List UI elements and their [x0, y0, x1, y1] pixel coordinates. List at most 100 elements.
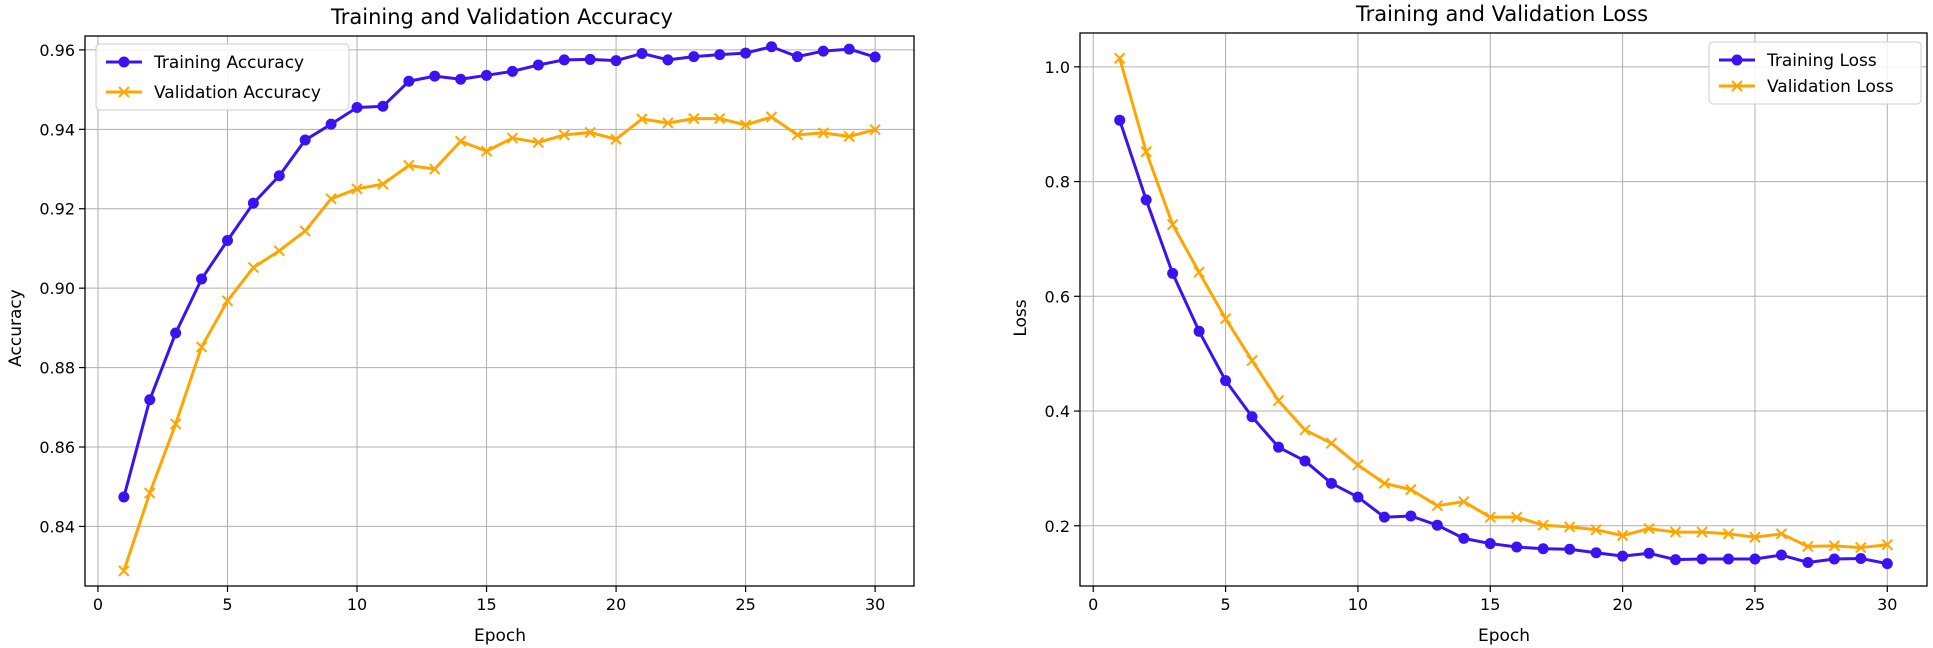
data-point	[688, 51, 700, 63]
data-point	[1378, 511, 1390, 523]
series-validation-loss	[1113, 52, 1894, 554]
data-point	[1299, 424, 1311, 436]
data-point	[584, 53, 596, 65]
y-tick-label: 0.8	[1045, 173, 1070, 192]
data-point	[791, 129, 804, 141]
data-point	[377, 100, 389, 112]
data-point	[1431, 499, 1444, 512]
y-axis-label: Loss	[1011, 299, 1031, 336]
data-point	[1802, 540, 1814, 553]
data-point	[506, 132, 519, 144]
data-point	[1590, 524, 1602, 536]
data-point	[1669, 526, 1682, 538]
data-point	[714, 49, 726, 61]
data-point	[636, 113, 648, 125]
legend-item: Validation Accuracy	[106, 83, 321, 103]
data-point	[299, 225, 311, 237]
y-tick-label: 0.92	[39, 200, 75, 219]
data-point	[170, 327, 182, 339]
legend-label: Training Loss	[1766, 51, 1877, 71]
data-point	[1537, 543, 1549, 555]
data-point	[1405, 510, 1417, 522]
data-point	[1775, 549, 1787, 561]
data-point	[1140, 194, 1152, 206]
data-point	[195, 341, 208, 353]
data-point	[1749, 531, 1761, 543]
y-tick-label: 0.2	[1045, 517, 1070, 536]
data-point	[610, 55, 622, 67]
data-point	[843, 130, 855, 143]
y-axis-label: Accuracy	[6, 289, 26, 367]
data-point	[325, 118, 337, 130]
series-line	[1118, 57, 1888, 550]
data-point	[1828, 540, 1841, 552]
data-point	[1378, 477, 1391, 490]
data-point	[1564, 543, 1576, 555]
data-point	[1616, 529, 1629, 542]
data-point	[1775, 528, 1788, 540]
x-tick-label: 5	[222, 595, 232, 614]
y-tick-label: 0.84	[39, 517, 75, 536]
data-point	[403, 159, 415, 172]
data-point	[1114, 114, 1126, 126]
x-tick-label: 30	[1877, 595, 1897, 614]
legend-box	[1708, 41, 1922, 105]
x-tick-label: 5	[1220, 595, 1230, 614]
data-point	[662, 54, 674, 66]
data-point	[1722, 553, 1734, 565]
data-point	[455, 73, 467, 85]
data-point	[480, 145, 493, 157]
data-point	[1881, 558, 1893, 570]
data-point	[1246, 411, 1258, 423]
data-point	[481, 69, 493, 81]
data-point	[791, 51, 803, 63]
legend: Training Loss Validation Loss	[1708, 41, 1922, 105]
data-point	[1722, 528, 1735, 540]
data-point	[610, 133, 622, 145]
data-point	[144, 487, 156, 499]
data-point	[299, 134, 311, 146]
legend-label: Validation Accuracy	[154, 83, 321, 103]
data-point	[1643, 547, 1655, 559]
x-tick-label: 10	[1348, 595, 1368, 614]
legend-marker	[118, 56, 130, 68]
x-tick-label: 30	[865, 595, 885, 614]
legend-item: Validation Loss	[1719, 77, 1894, 97]
legend-box	[95, 43, 350, 111]
accuracy-chart: Training and Validation Accuracy 0 5 10 15 2…	[6, 5, 915, 646]
data-point	[1113, 52, 1126, 64]
data-point	[766, 41, 778, 53]
data-point	[532, 59, 544, 71]
grid-lines	[1080, 33, 1927, 586]
data-point	[273, 245, 286, 257]
y-tick-label: 0.94	[39, 120, 75, 139]
legend-item: Training Loss	[1719, 51, 1877, 71]
data-point	[169, 418, 182, 430]
data-point	[506, 65, 518, 77]
data-point	[1325, 477, 1337, 489]
data-point	[662, 117, 674, 129]
series-training-accuracy	[118, 41, 881, 503]
data-point	[688, 112, 700, 125]
data-point	[1537, 519, 1549, 531]
data-point	[247, 197, 259, 209]
data-point	[532, 136, 545, 149]
data-point	[1272, 395, 1285, 407]
data-point	[1431, 519, 1443, 531]
data-point	[118, 565, 130, 577]
data-point	[1166, 218, 1179, 231]
legend: Training Accuracy Validation Accuracy	[95, 43, 350, 111]
data-point	[843, 43, 855, 55]
data-point	[1511, 511, 1523, 523]
data-point	[817, 127, 830, 139]
data-point	[1246, 354, 1258, 367]
x-tick-label: 20	[606, 595, 626, 614]
x-tick-label: 20	[1612, 595, 1632, 614]
y-axis-ticks: 0.2 0.4 0.6 0.8 1.0	[1045, 58, 1080, 536]
y-tick-label: 0.86	[39, 438, 75, 457]
data-point	[869, 51, 881, 63]
data-point	[1617, 550, 1629, 562]
x-axis-label: Epoch	[474, 626, 526, 646]
data-point	[1325, 437, 1338, 449]
